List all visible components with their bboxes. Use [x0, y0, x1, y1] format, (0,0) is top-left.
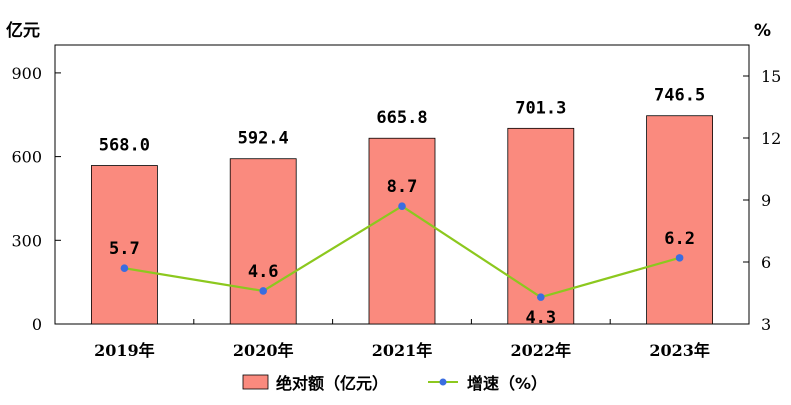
y-right-tick-label: 9 — [761, 191, 771, 210]
bar-value-label: 746.5 — [654, 86, 705, 106]
bar-labels: 568.0 592.4 665.8 701.3 746.5 — [99, 86, 705, 156]
y-left-unit: 亿元 — [6, 20, 40, 41]
bar-series — [91, 115, 713, 325]
y-right-ticks: 3 6 9 12 15 — [743, 67, 781, 334]
bar-value-label: 592.4 — [238, 129, 289, 149]
line-point — [398, 202, 406, 210]
bar-value-label: 568.0 — [99, 136, 150, 156]
y-left-tick-label: 600 — [11, 148, 42, 167]
y-right-unit: % — [754, 21, 771, 41]
bar — [229, 158, 297, 325]
y-left-tick-label: 300 — [11, 231, 42, 250]
line-value-label: 4.3 — [525, 308, 556, 328]
legend-bar-label: 绝对额（亿元） — [276, 374, 388, 393]
y-left-ticks: 0 300 600 900 — [11, 64, 61, 334]
line-value-label: 4.6 — [248, 262, 279, 282]
x-ticks: 2019年 2020年 2021年 2022年 2023年 — [54, 319, 710, 360]
line-point — [120, 264, 129, 273]
x-tick-label: 2023年 — [649, 341, 710, 360]
y-left-tick-label: 0 — [32, 315, 42, 334]
line-series — [120, 202, 684, 301]
x-tick-label: 2022年 — [511, 341, 572, 360]
line-point — [259, 287, 268, 295]
legend-bar-swatch — [242, 374, 269, 390]
legend: 绝对额（亿元） 增速（%） — [242, 374, 547, 393]
bar-value-label: 665.8 — [376, 108, 427, 128]
line-labels: 5.7 4.6 8.7 4.3 6.2 — [109, 177, 695, 328]
bar-value-label: 701.3 — [515, 98, 566, 118]
line-value-label: 8.7 — [387, 177, 418, 197]
x-tick-label: 2021年 — [372, 341, 433, 360]
y-right-tick-label: 3 — [761, 315, 771, 334]
legend-line-marker — [439, 378, 447, 386]
line-point — [675, 254, 684, 262]
line-value-label: 5.7 — [109, 239, 140, 259]
bar — [646, 115, 713, 325]
bar — [91, 165, 158, 325]
line-point — [537, 293, 545, 301]
legend-line-label: 增速（%） — [467, 374, 547, 393]
y-left-tick-label: 900 — [11, 64, 42, 83]
line-value-label: 6.2 — [664, 229, 695, 249]
y-right-tick-label: 6 — [761, 253, 771, 272]
y-right-tick-label: 15 — [761, 67, 781, 86]
y-right-tick-label: 12 — [761, 129, 781, 148]
x-tick-label: 2019年 — [94, 341, 155, 360]
x-tick-label: 2020年 — [233, 341, 294, 360]
bar — [368, 137, 436, 325]
